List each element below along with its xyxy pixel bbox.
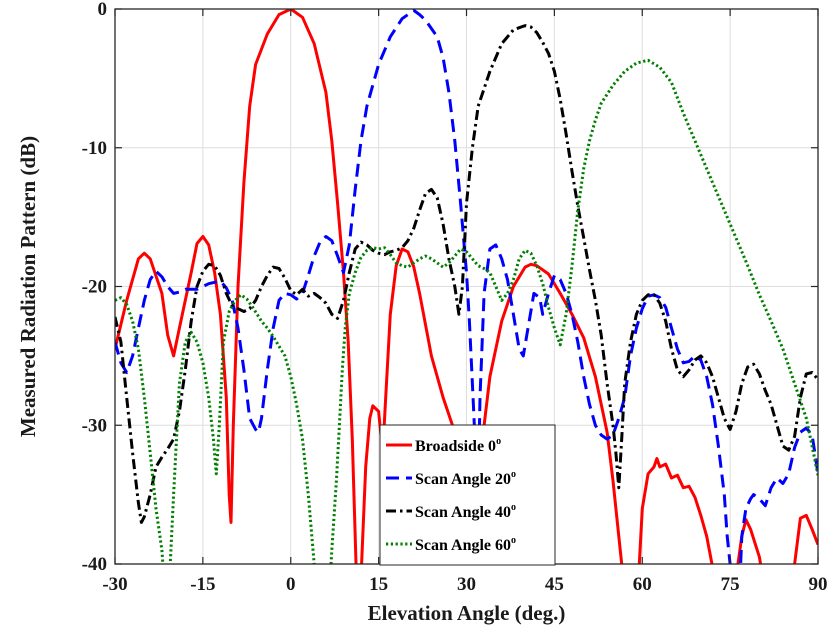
x-tick-label: 0	[286, 574, 296, 595]
y-tick-label: -30	[82, 415, 107, 436]
x-tick-label: -30	[102, 574, 127, 595]
series-line-2	[115, 9, 818, 564]
legend-box	[379, 424, 556, 566]
series-line-3	[115, 24, 818, 524]
y-tick-label: -40	[82, 554, 107, 575]
legend: Broadside 0o Scan Angle 20o Scan Angle 40o…	[379, 424, 556, 566]
x-tick-label: 90	[809, 574, 828, 595]
legend-label-2: Scan Angle 20o	[415, 469, 516, 488]
y-tick-label: -20	[82, 277, 107, 298]
x-axis-title: Elevation Angle (deg.)	[368, 601, 566, 625]
x-tick-label: 15	[369, 574, 388, 595]
y-tick-label: -10	[82, 138, 107, 159]
x-tick-label: 30	[457, 574, 476, 595]
x-tick-label: 60	[633, 574, 652, 595]
x-tick-label: 45	[545, 574, 564, 595]
legend-label-1: Broadside 0o	[415, 436, 501, 455]
x-tick-label: 75	[721, 574, 740, 595]
y-tick-label: 0	[98, 0, 108, 20]
axes: -30 -15 0 15 30 45 60 75 900-10-20-30-40	[82, 0, 828, 595]
x-tick-label: -15	[190, 574, 215, 595]
series-line-4	[115, 58, 818, 564]
y-axis-title: Measured Radiation Pattern (dB)	[16, 136, 40, 437]
legend-label-4: Scan Angle 60o	[415, 535, 516, 554]
legend-label-3: Scan Angle 40o	[415, 502, 516, 521]
